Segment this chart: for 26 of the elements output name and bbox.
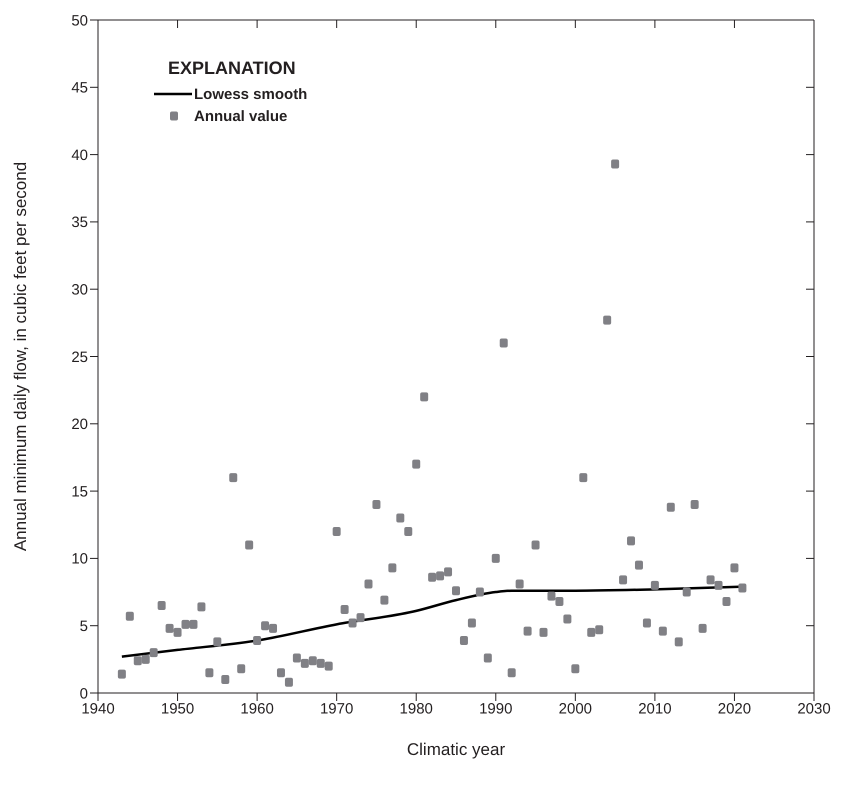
x-tick-label: 2020	[718, 700, 752, 718]
y-tick-label: 20	[71, 416, 88, 434]
x-tick-label: 2000	[558, 700, 592, 718]
y-axis-title: Annual minimum daily flow, in cubic feet per second	[11, 162, 30, 552]
x-tick-label: 1940	[81, 700, 115, 718]
y-tick-label: 40	[71, 146, 88, 164]
y-tick-label: 0	[80, 685, 88, 702]
y-tick-label: 30	[71, 282, 88, 299]
x-tick-label: 1990	[479, 700, 512, 718]
y-tick-label: 45	[71, 80, 88, 97]
x-tick-label: 1980	[400, 700, 433, 718]
y-tick-label: 15	[71, 483, 88, 500]
y-tick-label: 5	[80, 618, 88, 636]
x-tick-label: 1960	[240, 700, 274, 718]
legend-title: EXPLANATION	[168, 58, 297, 79]
y-tick-label: 35	[71, 214, 88, 232]
legend-label: Lowess smooth	[194, 86, 308, 102]
y-tick-label: 50	[71, 12, 88, 30]
x-tick-label: 1970	[320, 700, 354, 718]
x-tick-label: 1950	[160, 700, 194, 718]
legend-label: Annual value	[194, 108, 288, 124]
y-tick-label: 25	[71, 348, 88, 366]
x-tick-label: 2010	[638, 700, 672, 718]
y-tick-label: 10	[71, 550, 88, 568]
x-tick-label: 2030	[797, 700, 831, 718]
x-axis-title: Climatic year	[406, 740, 506, 759]
